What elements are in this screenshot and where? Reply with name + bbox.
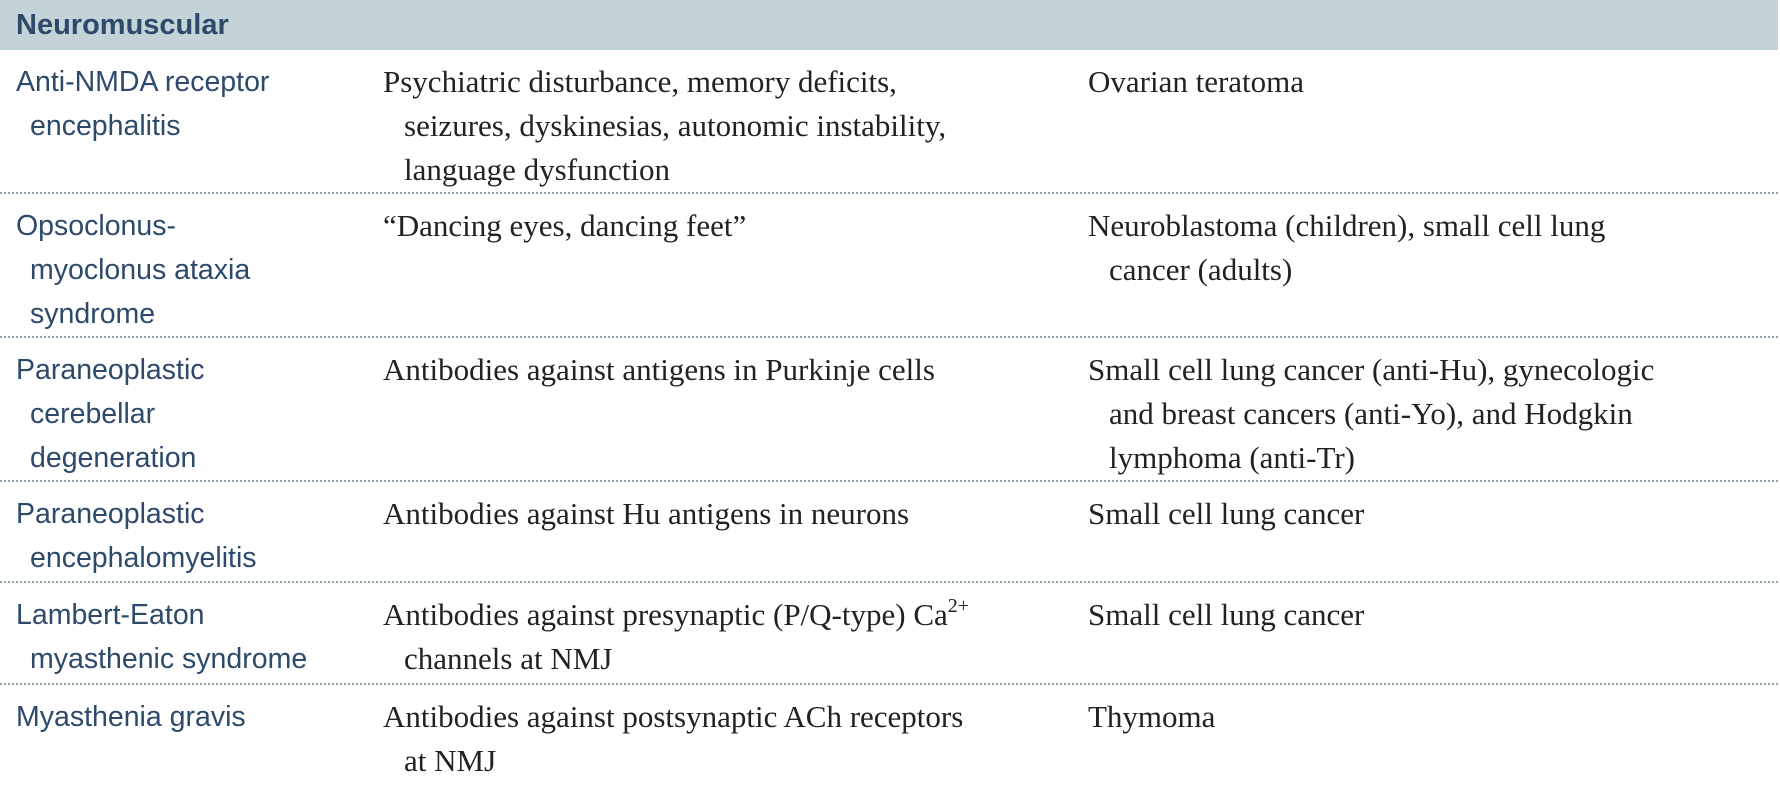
syndrome-description: Antibodies against presynaptic (P/Q-type… (383, 594, 970, 676)
associated-tumor: Ovarian teratoma (1088, 64, 1305, 99)
associated-tumor: Small cell lung cancer (1088, 597, 1365, 632)
table-row: Anti-NMDA receptor encephalitis Psychiat… (0, 50, 1778, 194)
syndrome-name: Paraneoplastic cerebellar degeneration (16, 354, 205, 474)
syndrome-name: Anti-NMDA receptor encephalitis (16, 66, 270, 142)
syndrome-name: Myasthenia gravis (16, 701, 246, 733)
section-header: Neuromuscular (0, 0, 1778, 50)
associated-tumor: Small cell lung cancer (anti-Hu), gyneco… (1088, 352, 1655, 475)
table-row: Paraneoplastic encephalomyelitis Antibod… (0, 482, 1778, 583)
table-row: Lambert-Eaton myasthenic syndrome Antibo… (0, 583, 1778, 685)
associated-tumor: Neuroblastoma (children), small cell lun… (1088, 208, 1606, 287)
associated-tumor: Thymoma (1088, 699, 1216, 734)
syndrome-name: Paraneoplastic encephalomyelitis (16, 498, 257, 574)
syndrome-description: “Dancing eyes, dancing feet” (383, 208, 747, 243)
syndrome-name: Opsoclonus- myoclonus ataxia syndrome (16, 210, 251, 330)
associated-tumor: Small cell lung cancer (1088, 496, 1365, 531)
syndrome-description: Antibodies against Hu antigens in neuron… (383, 496, 910, 531)
table-row: Myasthenia gravis Antibodies against pos… (0, 685, 1778, 789)
superscript: 2+ (947, 594, 970, 617)
syndrome-name: Lambert-Eaton myasthenic syndrome (16, 599, 308, 675)
table-row: Paraneoplastic cerebellar degeneration A… (0, 338, 1778, 482)
syndrome-description: Antibodies against antigens in Purkinje … (383, 352, 935, 387)
syndrome-description: Psychiatric disturbance, memory deficits… (383, 64, 947, 187)
section-title: Neuromuscular (16, 8, 229, 41)
syndrome-description: Antibodies against postsynaptic ACh rece… (383, 699, 964, 778)
table-row: Opsoclonus- myoclonus ataxia syndrome “D… (0, 194, 1778, 338)
